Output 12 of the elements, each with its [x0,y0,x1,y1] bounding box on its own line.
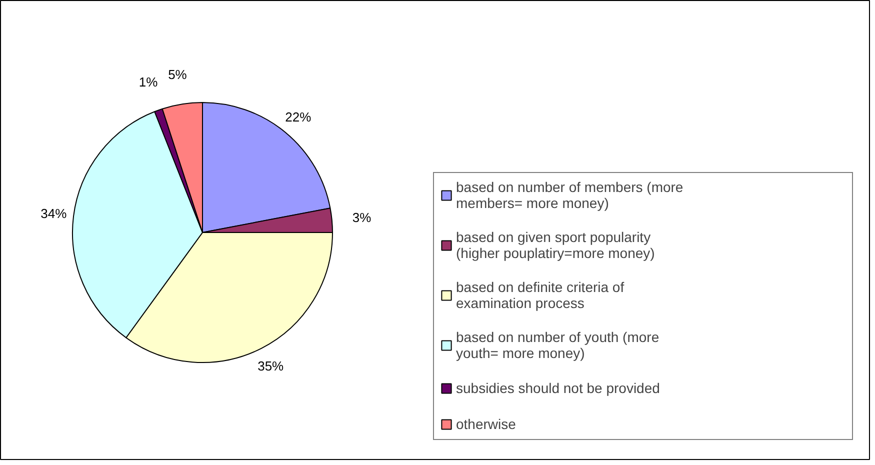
legend-label: otherwise [456,415,517,433]
legend-label: based on given sport popularity (higher pouplatiry=more money) [456,229,656,261]
data-label: 35% [258,358,284,374]
data-label: 5% [168,66,188,82]
data-label: 3% [352,210,372,225]
legend-label: based on number of members (more members= more money) [456,179,684,211]
legend-label: subsidies should not be provided [456,379,661,397]
data-label: 34% [40,206,68,222]
legend-label: based on definite criteria of examination process [456,279,626,311]
data-label: 22% [285,109,312,124]
data-label: 1% [138,74,158,90]
legend-label: based on number of youth (more youth= more money) [456,329,660,361]
